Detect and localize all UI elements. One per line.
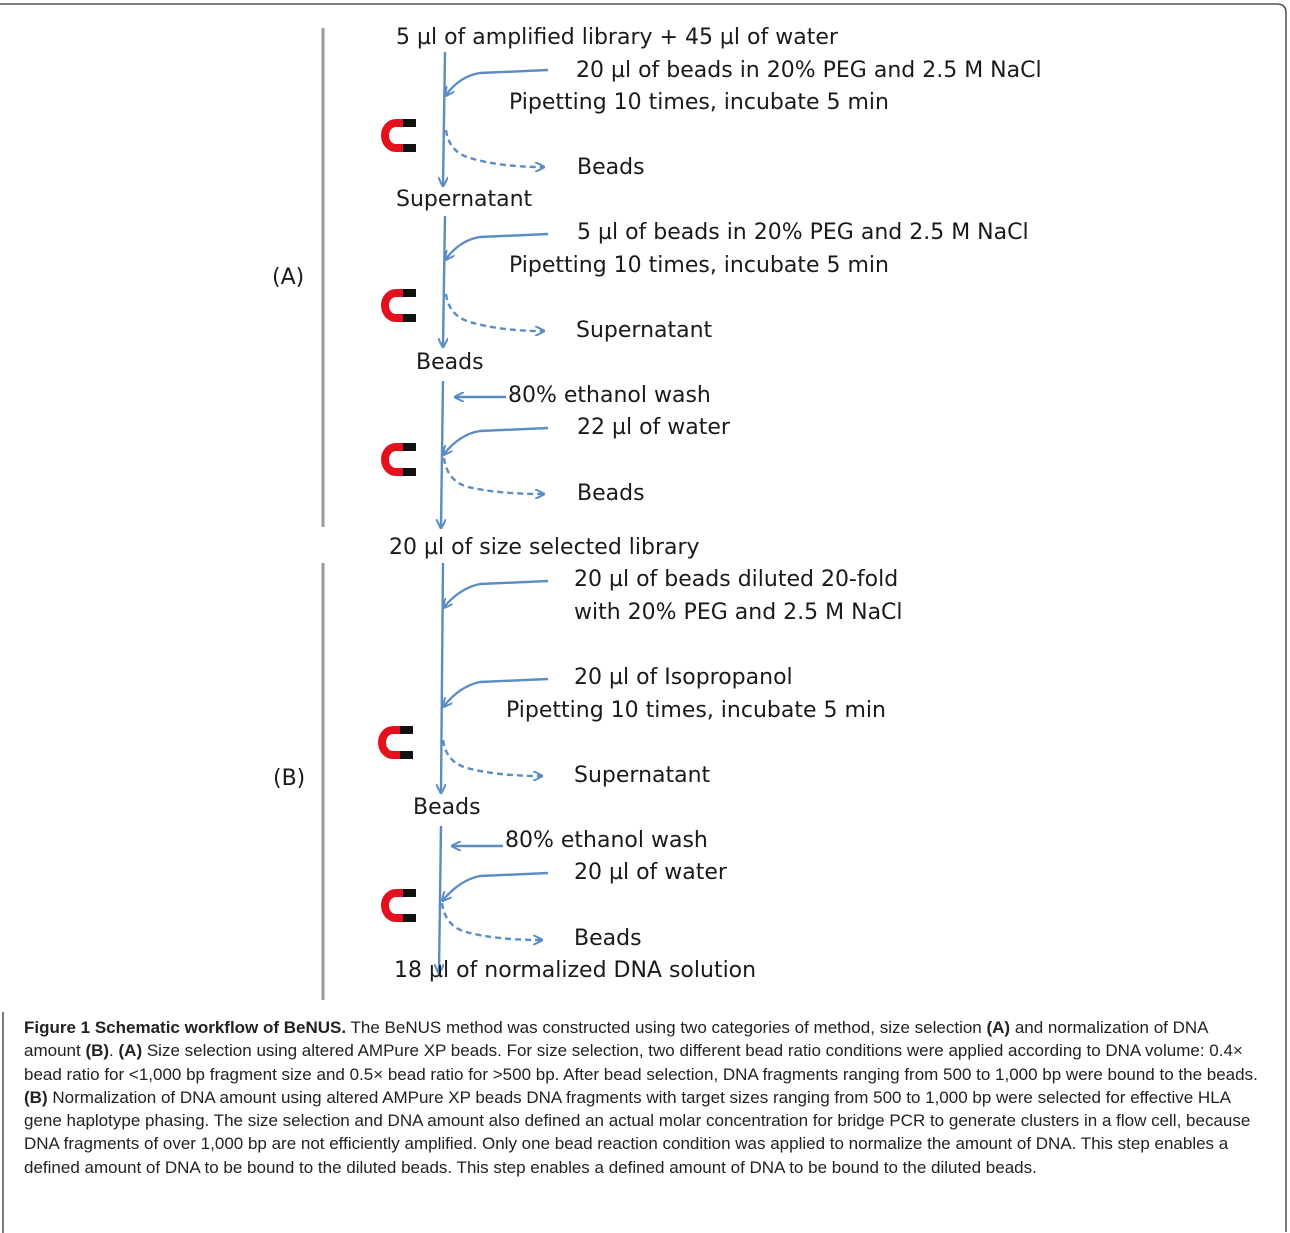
step-label: Beads: [577, 155, 645, 180]
step-label: 18 µl of normalized DNA solution: [394, 958, 757, 983]
main-arrow-a1: [443, 51, 445, 185]
step-label: 20 µl of size selected library: [389, 535, 700, 560]
step-label: 5 µl of beads in 20% PEG and 2.5 M NaCl: [577, 220, 1029, 245]
caption-text: Size selection using altered AMPure XP b…: [24, 1041, 1258, 1084]
add-arrow-b2: [444, 677, 549, 706]
main-arrow-b2: [439, 825, 441, 972]
step-label: Beads: [416, 350, 484, 375]
magnet-icon: [385, 119, 416, 152]
step-label: 20 µl of beads in 20% PEG and 2.5 M NaCl: [576, 58, 1042, 83]
caption-ref: (B): [24, 1087, 48, 1107]
step-label: Supernatant: [576, 318, 713, 343]
main-arrow-a3: [441, 380, 443, 527]
step-label: 5 µl of amplified library + 45 µl of wat…: [396, 25, 838, 50]
discard-arrow-b2: [440, 902, 541, 940]
step-label: Beads: [574, 926, 642, 951]
step-label: Pipetting 10 times, incubate 5 min: [506, 698, 886, 723]
discard-arrow-a3: [442, 457, 543, 494]
magnet-icon: [385, 289, 416, 322]
add-arrow-a2: [446, 232, 549, 259]
step-label: 20 µl of water: [574, 860, 727, 885]
section-b-label: (B): [273, 766, 306, 791]
step-label: 20 µl of Isopropanol: [574, 665, 793, 690]
step-label: 22 µl of water: [577, 415, 730, 440]
add-arrow-b1: [444, 579, 549, 607]
section-a-label: (A): [272, 265, 305, 290]
step-label: Pipetting 10 times, incubate 5 min: [509, 90, 889, 115]
step-label: Beads: [577, 481, 645, 506]
magnet-icon: [385, 889, 416, 922]
add-arrow-a1: [446, 68, 549, 95]
caption-ref: (A): [118, 1041, 143, 1061]
caption-text: and normalization of DNA amount: [24, 1018, 1208, 1061]
step-label: Supernatant: [574, 763, 711, 788]
caption-ref: (A): [986, 1018, 1011, 1037]
frame-border: [0, 3, 1287, 1232]
caption-text: Normalization of DNA amount using altere…: [24, 1087, 1251, 1177]
step-label: Supernatant: [396, 187, 533, 212]
discard-arrow-a1: [444, 129, 543, 167]
magnet-icon: [382, 726, 413, 759]
main-arrow-a2: [443, 215, 445, 346]
discard-arrow-b1: [441, 739, 541, 776]
add-arrow-b3: [443, 871, 549, 900]
add-arrow-a3: [444, 426, 549, 454]
step-label: 80% ethanol wash: [508, 383, 711, 408]
caption-text: .: [109, 1041, 119, 1061]
discard-arrow-a2: [444, 293, 543, 331]
step-label: Pipetting 10 times, incubate 5 min: [509, 253, 889, 278]
arrows: [439, 51, 549, 972]
step-label: Beads: [413, 795, 481, 820]
step-label: 80% ethanol wash: [505, 828, 708, 853]
caption-title: Figure 1 Schematic workflow of BeNUS.: [24, 1018, 347, 1037]
figure-caption: Figure 1 Schematic workflow of BeNUS. Th…: [24, 1016, 1264, 1179]
step-label: with 20% PEG and 2.5 M NaCl: [574, 600, 903, 625]
caption-text: The BeNUS method was constructed using t…: [346, 1018, 987, 1037]
caption-ref: (B): [85, 1041, 110, 1061]
step-label: 20 µl of beads diluted 20-fold: [574, 567, 899, 592]
main-arrow-b1: [441, 562, 443, 792]
magnet-icon: [385, 443, 416, 476]
